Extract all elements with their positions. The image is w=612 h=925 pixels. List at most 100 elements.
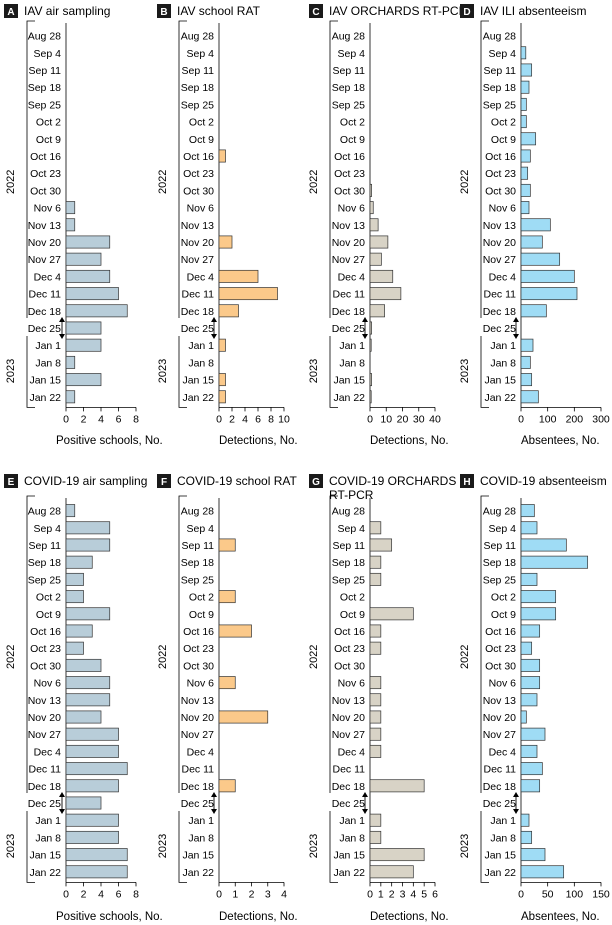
panel-title: COVID-19 air sampling bbox=[24, 474, 147, 488]
week-label: Oct 16 bbox=[183, 151, 214, 163]
week-label: Nov 6 bbox=[34, 203, 62, 215]
x-tick-label: 150 bbox=[592, 888, 610, 900]
week-label: Oct 2 bbox=[340, 592, 365, 604]
year-label-2022: 2022 bbox=[157, 170, 169, 194]
year-arrow-down-icon bbox=[362, 809, 368, 814]
bar-dec-4 bbox=[520, 744, 538, 758]
week-label: Oct 2 bbox=[491, 117, 516, 129]
bar-dec-11 bbox=[65, 762, 128, 776]
week-label: Oct 9 bbox=[189, 609, 214, 621]
bar-jan-1 bbox=[520, 338, 534, 352]
week-label: Dec 4 bbox=[34, 746, 62, 758]
x-tick-label: 40 bbox=[429, 413, 441, 425]
x-tick-label: 8 bbox=[133, 888, 139, 900]
week-label: Sep 4 bbox=[34, 523, 62, 535]
week-label: Sep 11 bbox=[484, 540, 517, 552]
x-tick-label: 4 bbox=[98, 413, 104, 425]
bar-oct-9 bbox=[520, 132, 537, 146]
panel-letter-badge bbox=[460, 474, 474, 488]
week-label: Jan 8 bbox=[490, 832, 516, 844]
week-label: Jan 1 bbox=[35, 815, 61, 827]
year-label-2023: 2023 bbox=[157, 359, 169, 383]
week-label: Dec 18 bbox=[483, 781, 516, 793]
panel-d: D IAV ILI absenteeism 2022 2023 Aug 28 Sep 4 S… bbox=[459, 4, 610, 447]
year-bracket-2023 bbox=[329, 811, 338, 883]
panel-letter: B bbox=[160, 7, 167, 18]
bar-nov-6 bbox=[369, 201, 374, 215]
week-label: Jan 1 bbox=[490, 340, 516, 352]
panel-c: C IAV ORCHARDS RT-PCR 2022 2023 Aug 28 Sep 4 S… bbox=[308, 4, 468, 447]
panel-letter: E bbox=[8, 477, 15, 488]
week-label: Oct 2 bbox=[491, 592, 516, 604]
week-label: Oct 30 bbox=[485, 660, 516, 672]
year-arrow-down-icon bbox=[513, 334, 519, 339]
week-label: Jan 15 bbox=[182, 850, 214, 862]
week-label: Oct 16 bbox=[485, 151, 516, 163]
panel-a: A IAV air sampling 2022 2023 Aug 28 Sep 4 Sep … bbox=[4, 4, 163, 447]
bar-oct-2 bbox=[65, 590, 84, 604]
x-tick-label: 10 bbox=[380, 413, 392, 425]
bar-jan-8 bbox=[65, 830, 119, 844]
week-label: Jan 1 bbox=[188, 340, 214, 352]
week-label: Aug 28 bbox=[332, 506, 365, 518]
x-tick-label: 4 bbox=[242, 413, 248, 425]
week-label: Oct 23 bbox=[183, 643, 214, 655]
year-bracket-2022 bbox=[178, 20, 187, 318]
bar-sep-25 bbox=[520, 97, 527, 111]
bar-nov-6 bbox=[218, 676, 236, 690]
week-label: Nov 27 bbox=[28, 254, 61, 266]
panel-title: COVID-19 absenteeism bbox=[480, 474, 607, 488]
bar-nov-27 bbox=[369, 727, 382, 741]
week-label: Dec 18 bbox=[28, 306, 61, 318]
bar-dec-11 bbox=[520, 287, 578, 301]
panel-h: H COVID-19 absenteeism 2022 2023 Aug 28 Sep 4… bbox=[459, 474, 610, 923]
week-label: Oct 2 bbox=[189, 117, 214, 129]
bar-sep-4 bbox=[520, 521, 538, 535]
bar-oct-30 bbox=[65, 658, 102, 672]
bar-sep-18 bbox=[520, 555, 589, 569]
week-label: Sep 25 bbox=[181, 574, 214, 586]
week-label: Sep 25 bbox=[483, 99, 516, 111]
bar-sep-4 bbox=[520, 46, 527, 60]
bar-dec-11 bbox=[369, 287, 402, 301]
bar-sep-11 bbox=[218, 538, 236, 552]
week-label: Dec 4 bbox=[489, 746, 517, 758]
bar-sep-11 bbox=[520, 538, 567, 552]
week-label: Oct 16 bbox=[334, 626, 365, 638]
bar-nov-27 bbox=[65, 727, 119, 741]
bar-jan-1 bbox=[65, 338, 102, 352]
week-label: Jan 8 bbox=[339, 832, 365, 844]
week-label: Aug 28 bbox=[28, 31, 61, 43]
bar-dec-18 bbox=[520, 304, 547, 318]
week-label: Nov 13 bbox=[181, 695, 214, 707]
bar-sep-18 bbox=[520, 80, 530, 94]
week-label: Jan 8 bbox=[339, 357, 365, 369]
bar-jan-15 bbox=[520, 848, 546, 862]
week-label: Dec 25 bbox=[181, 323, 214, 335]
week-label: Nov 20 bbox=[483, 237, 516, 249]
week-label: Nov 6 bbox=[489, 203, 517, 215]
bar-sep-11 bbox=[65, 538, 111, 552]
week-label: Nov 20 bbox=[332, 237, 365, 249]
year-label-2022: 2022 bbox=[5, 645, 17, 669]
year-label-2023: 2023 bbox=[5, 834, 17, 858]
x-tick-label: 3 bbox=[400, 888, 406, 900]
x-tick-label: 6 bbox=[116, 888, 122, 900]
x-tick-label: 5 bbox=[421, 888, 427, 900]
year-bracket-2023 bbox=[26, 811, 35, 883]
bar-oct-16 bbox=[218, 149, 226, 163]
bar-nov-27 bbox=[520, 252, 561, 266]
year-arrow-down-icon bbox=[362, 334, 368, 339]
bar-jan-1 bbox=[520, 813, 530, 827]
week-label: Oct 23 bbox=[334, 643, 365, 655]
bar-nov-27 bbox=[65, 252, 102, 266]
week-label: Nov 27 bbox=[332, 729, 365, 741]
bar-nov-13 bbox=[65, 693, 111, 707]
week-label: Sep 25 bbox=[483, 574, 516, 586]
week-label: Nov 27 bbox=[332, 254, 365, 266]
x-axis-label: Detections, No. bbox=[219, 911, 298, 923]
bar-oct-2 bbox=[218, 590, 236, 604]
panel-title: IAV ORCHARDS RT-PCR bbox=[329, 4, 468, 18]
x-tick-label: 2 bbox=[229, 413, 235, 425]
week-label: Jan 1 bbox=[188, 815, 214, 827]
